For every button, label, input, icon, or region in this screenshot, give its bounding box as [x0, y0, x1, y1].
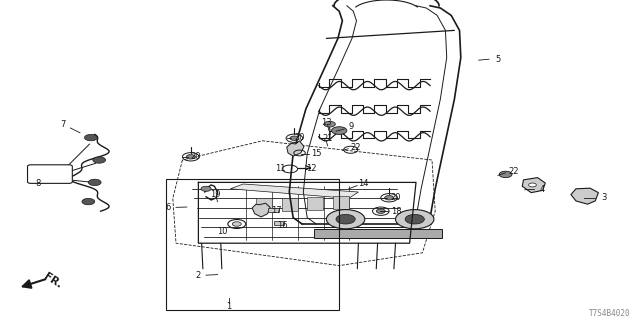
- Text: 18: 18: [392, 207, 402, 216]
- Circle shape: [93, 157, 106, 163]
- Text: 20: 20: [191, 152, 201, 161]
- Text: 13: 13: [321, 118, 332, 127]
- Circle shape: [232, 222, 241, 226]
- Bar: [314, 229, 442, 238]
- Text: 3: 3: [602, 193, 607, 202]
- Polygon shape: [333, 196, 349, 209]
- Text: 8: 8: [36, 179, 41, 188]
- Text: FR.: FR.: [42, 271, 64, 291]
- Text: 16: 16: [278, 221, 288, 230]
- Text: 7: 7: [60, 120, 65, 129]
- Bar: [166, 179, 339, 310]
- Circle shape: [324, 121, 335, 127]
- Text: 20: 20: [294, 133, 305, 142]
- Circle shape: [332, 127, 347, 134]
- Text: 19: 19: [210, 190, 220, 199]
- Circle shape: [326, 210, 365, 229]
- Text: 20: 20: [390, 193, 401, 202]
- Text: T7S4B4020: T7S4B4020: [589, 309, 630, 318]
- Circle shape: [396, 210, 434, 229]
- Text: 5: 5: [495, 55, 500, 64]
- Text: 11: 11: [275, 164, 285, 173]
- Circle shape: [385, 196, 394, 200]
- Text: 4: 4: [540, 185, 545, 194]
- Circle shape: [84, 134, 97, 141]
- Bar: [274, 221, 284, 225]
- Circle shape: [88, 179, 101, 186]
- Circle shape: [405, 214, 424, 224]
- Text: 1: 1: [227, 302, 232, 311]
- Text: 22: 22: [508, 167, 518, 176]
- Text: 6: 6: [165, 203, 170, 212]
- Polygon shape: [522, 178, 545, 193]
- FancyBboxPatch shape: [28, 165, 72, 183]
- Text: 17: 17: [271, 206, 282, 215]
- Circle shape: [186, 155, 195, 159]
- Circle shape: [82, 198, 95, 205]
- Text: 21: 21: [323, 134, 333, 143]
- Polygon shape: [256, 198, 272, 211]
- Bar: [268, 208, 279, 212]
- Text: 12: 12: [307, 164, 317, 173]
- Circle shape: [290, 136, 299, 140]
- Polygon shape: [230, 184, 358, 198]
- Polygon shape: [252, 203, 270, 217]
- Circle shape: [201, 186, 211, 191]
- Text: 10: 10: [218, 227, 228, 236]
- Polygon shape: [571, 188, 598, 204]
- Text: 14: 14: [358, 179, 369, 188]
- Polygon shape: [287, 141, 304, 156]
- Text: 2: 2: [196, 271, 201, 280]
- Text: 9: 9: [348, 122, 353, 131]
- Polygon shape: [282, 198, 298, 211]
- Circle shape: [529, 183, 536, 187]
- Polygon shape: [307, 197, 323, 210]
- Circle shape: [499, 171, 512, 178]
- Circle shape: [336, 214, 355, 224]
- Text: 15: 15: [312, 149, 322, 158]
- Circle shape: [376, 209, 385, 213]
- Text: 22: 22: [351, 143, 361, 152]
